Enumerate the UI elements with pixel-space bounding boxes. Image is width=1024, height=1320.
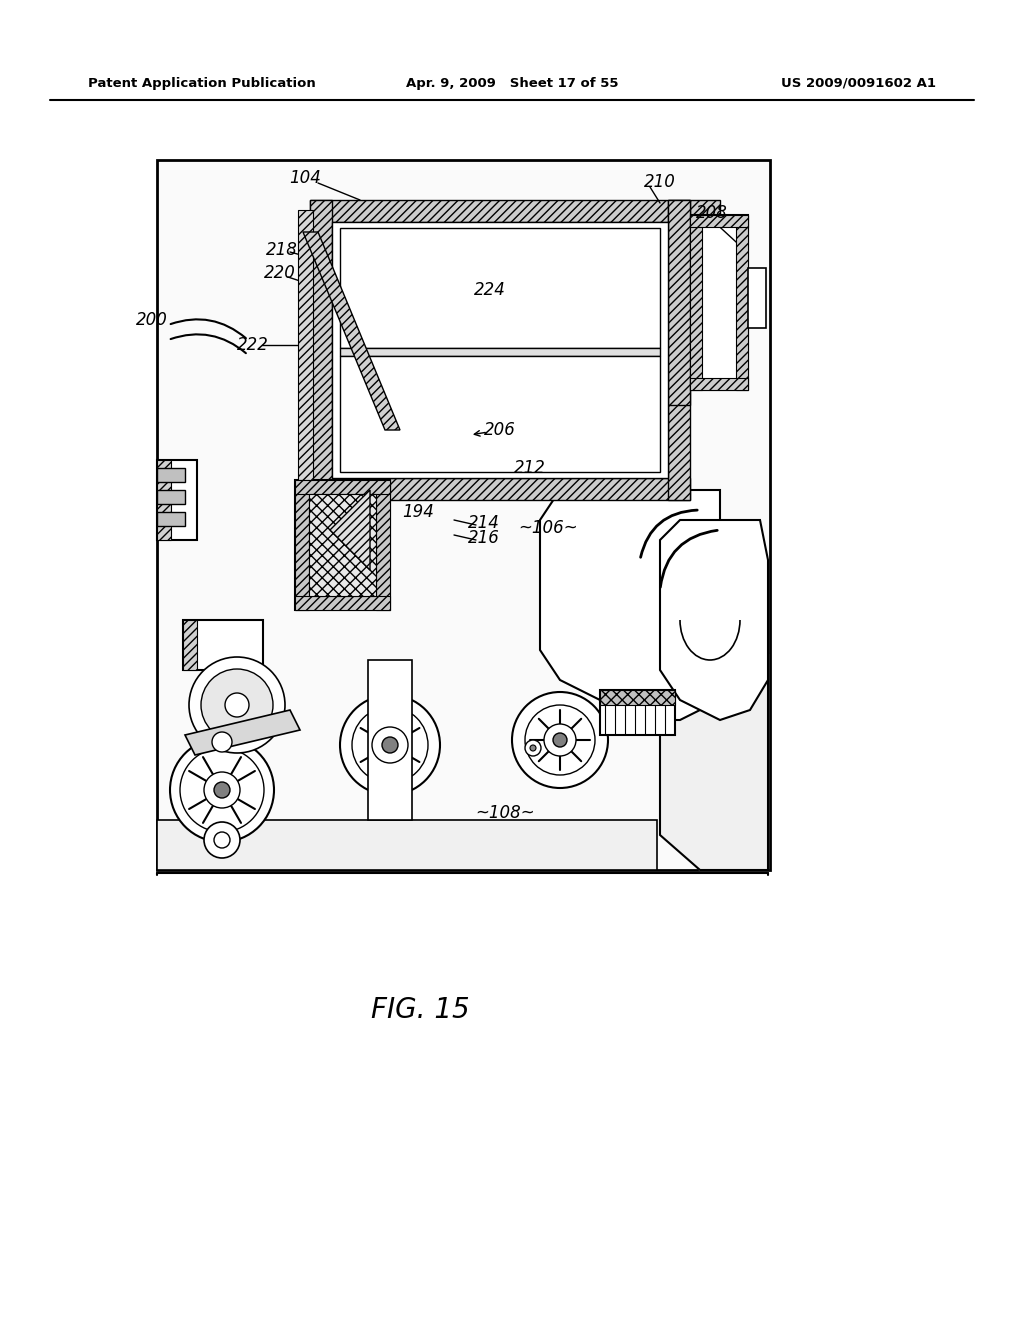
Polygon shape bbox=[185, 710, 300, 755]
Bar bbox=[295, 480, 390, 494]
Text: 224: 224 bbox=[474, 281, 506, 300]
Bar bbox=[690, 378, 748, 389]
Circle shape bbox=[214, 781, 230, 799]
Circle shape bbox=[201, 669, 273, 741]
Circle shape bbox=[214, 832, 230, 847]
Text: FIG. 15: FIG. 15 bbox=[371, 997, 469, 1024]
Circle shape bbox=[204, 772, 240, 808]
Bar bbox=[668, 201, 690, 405]
Polygon shape bbox=[660, 520, 768, 719]
Bar bbox=[372, 664, 408, 814]
Bar bbox=[310, 201, 720, 222]
Bar bbox=[295, 597, 390, 610]
Text: 194: 194 bbox=[402, 503, 434, 521]
Text: 200: 200 bbox=[136, 312, 168, 329]
Bar bbox=[157, 512, 185, 525]
Text: ~108~: ~108~ bbox=[475, 804, 535, 822]
Bar bbox=[183, 620, 197, 671]
Text: Apr. 9, 2009   Sheet 17 of 55: Apr. 9, 2009 Sheet 17 of 55 bbox=[406, 77, 618, 90]
Text: 212: 212 bbox=[514, 459, 546, 477]
Bar bbox=[376, 480, 390, 610]
Bar bbox=[157, 490, 185, 504]
Circle shape bbox=[180, 748, 264, 832]
Bar bbox=[310, 201, 332, 500]
Bar bbox=[340, 228, 660, 348]
Bar bbox=[157, 820, 657, 870]
Circle shape bbox=[372, 727, 408, 763]
Circle shape bbox=[189, 657, 285, 752]
Circle shape bbox=[352, 708, 428, 783]
Bar bbox=[183, 620, 263, 671]
Circle shape bbox=[204, 822, 240, 858]
Polygon shape bbox=[303, 232, 400, 430]
Circle shape bbox=[225, 693, 249, 717]
Circle shape bbox=[525, 705, 595, 775]
Polygon shape bbox=[330, 490, 370, 570]
Text: US 2009/0091602 A1: US 2009/0091602 A1 bbox=[781, 77, 936, 90]
Bar bbox=[157, 160, 770, 870]
Circle shape bbox=[170, 738, 274, 842]
Circle shape bbox=[525, 741, 541, 756]
Bar bbox=[736, 215, 748, 389]
Bar bbox=[332, 222, 668, 478]
Bar bbox=[340, 356, 660, 473]
Text: 208: 208 bbox=[696, 205, 728, 222]
Bar bbox=[368, 660, 412, 820]
Bar bbox=[668, 201, 690, 500]
Circle shape bbox=[530, 744, 536, 751]
Bar bbox=[340, 348, 660, 356]
Text: 216: 216 bbox=[468, 529, 500, 546]
Text: 222: 222 bbox=[238, 337, 269, 354]
Circle shape bbox=[544, 723, 575, 756]
Bar bbox=[600, 690, 675, 705]
Text: 104: 104 bbox=[289, 169, 321, 187]
Circle shape bbox=[382, 737, 398, 752]
Bar bbox=[157, 459, 171, 540]
Polygon shape bbox=[540, 490, 740, 719]
Bar bbox=[157, 459, 197, 540]
Bar bbox=[690, 215, 748, 389]
Bar bbox=[157, 469, 185, 482]
Bar bbox=[690, 215, 748, 227]
Polygon shape bbox=[660, 655, 768, 870]
Circle shape bbox=[212, 733, 232, 752]
Circle shape bbox=[512, 692, 608, 788]
Bar bbox=[748, 268, 766, 327]
Text: 220: 220 bbox=[264, 264, 296, 282]
Bar bbox=[298, 210, 313, 500]
Circle shape bbox=[340, 696, 440, 795]
Text: 206: 206 bbox=[484, 421, 516, 440]
Circle shape bbox=[553, 733, 567, 747]
Text: 210: 210 bbox=[644, 173, 676, 191]
Bar bbox=[600, 690, 675, 735]
Bar bbox=[310, 478, 690, 500]
Polygon shape bbox=[660, 655, 768, 870]
Bar bbox=[690, 215, 702, 389]
Bar bbox=[295, 480, 309, 610]
Bar bbox=[295, 480, 390, 610]
Text: 218: 218 bbox=[266, 242, 298, 259]
Text: 214: 214 bbox=[468, 513, 500, 532]
Bar bbox=[309, 494, 376, 597]
Text: ~106~: ~106~ bbox=[518, 519, 578, 537]
Text: Patent Application Publication: Patent Application Publication bbox=[88, 77, 315, 90]
